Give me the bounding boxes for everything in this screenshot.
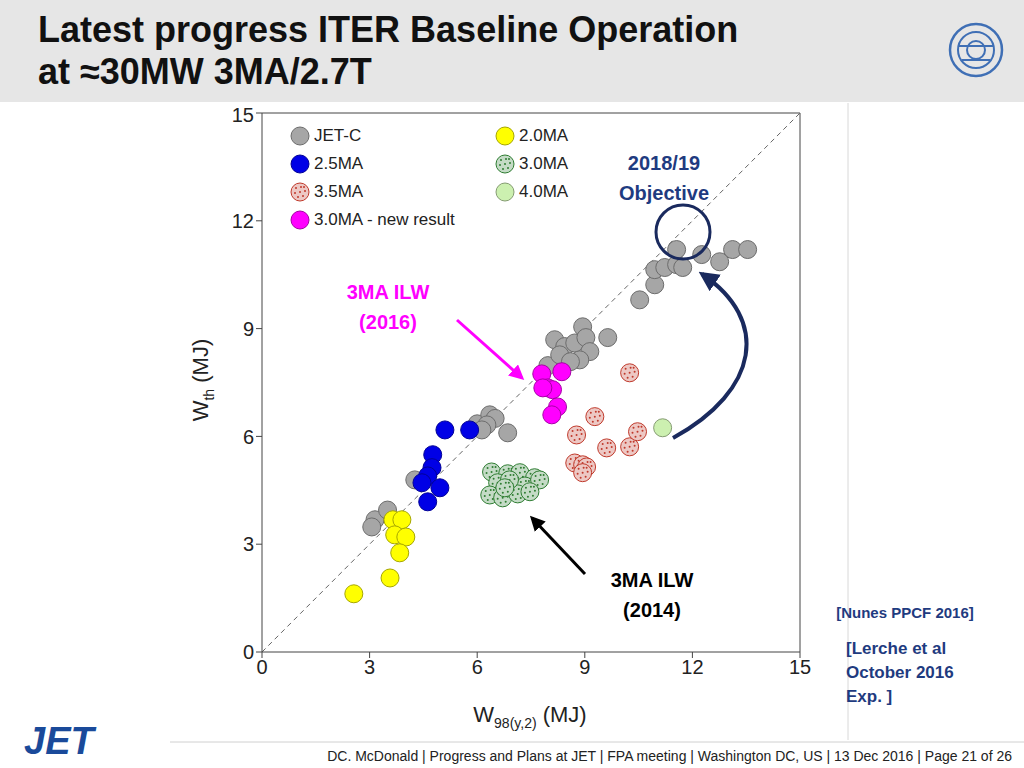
html-text:2.0MA: 2.0MA: [519, 126, 569, 145]
svg-text:9: 9: [579, 656, 590, 678]
svg-text:3: 3: [243, 533, 254, 555]
svg-text:15: 15: [232, 104, 254, 126]
svg-text:9: 9: [243, 318, 254, 340]
html-text:3.5MA: 3.5MA: [314, 182, 364, 201]
svg-text:12: 12: [232, 210, 254, 232]
svg-text:W98(y,2) (MJ): W98(y,2) (MJ): [473, 702, 586, 731]
svg-text:0: 0: [243, 641, 254, 663]
svg-text:at ≈30MW 3MA/2.7T: at ≈30MW 3MA/2.7T: [38, 51, 372, 92]
html-text:2.5MA: 2.5MA: [314, 154, 364, 173]
svg-text:15: 15: [789, 656, 811, 678]
html-text:3.0MA: 3.0MA: [519, 154, 569, 173]
svg-text:Latest progress ITER Baseline: Latest progress ITER Baseline Operation: [38, 9, 738, 50]
html-text:4.0MA: 4.0MA: [519, 182, 569, 201]
svg-text:[Lerche et alOctober 2016Exp.: [Lerche et alOctober 2016Exp. ]: [846, 639, 954, 706]
svg-text:12: 12: [681, 656, 703, 678]
svg-text:6: 6: [243, 426, 254, 448]
html-text:JET-C: JET-C: [314, 126, 362, 145]
html-text:3.0MA - new result: 3.0MA - new result: [314, 210, 455, 229]
svg-text:3: 3: [364, 656, 375, 678]
svg-text:3MA ILW(2016): 3MA ILW(2016): [347, 281, 430, 333]
svg-text:0: 0: [256, 656, 267, 678]
svg-text:3MA ILW(2014): 3MA ILW(2014): [611, 569, 694, 621]
svg-text:[Nunes PPCF 2016]: [Nunes PPCF 2016]: [836, 604, 974, 621]
svg-text:Wth (MJ): Wth (MJ): [188, 339, 217, 422]
svg-text:2018/19Objective: 2018/19Objective: [619, 152, 709, 204]
svg-text:DC. McDonald | Progress and Pl: DC. McDonald | Progress and Plans at JET…: [327, 748, 1012, 764]
svg-text:6: 6: [472, 656, 483, 678]
svg-text:JET: JET: [24, 720, 96, 762]
